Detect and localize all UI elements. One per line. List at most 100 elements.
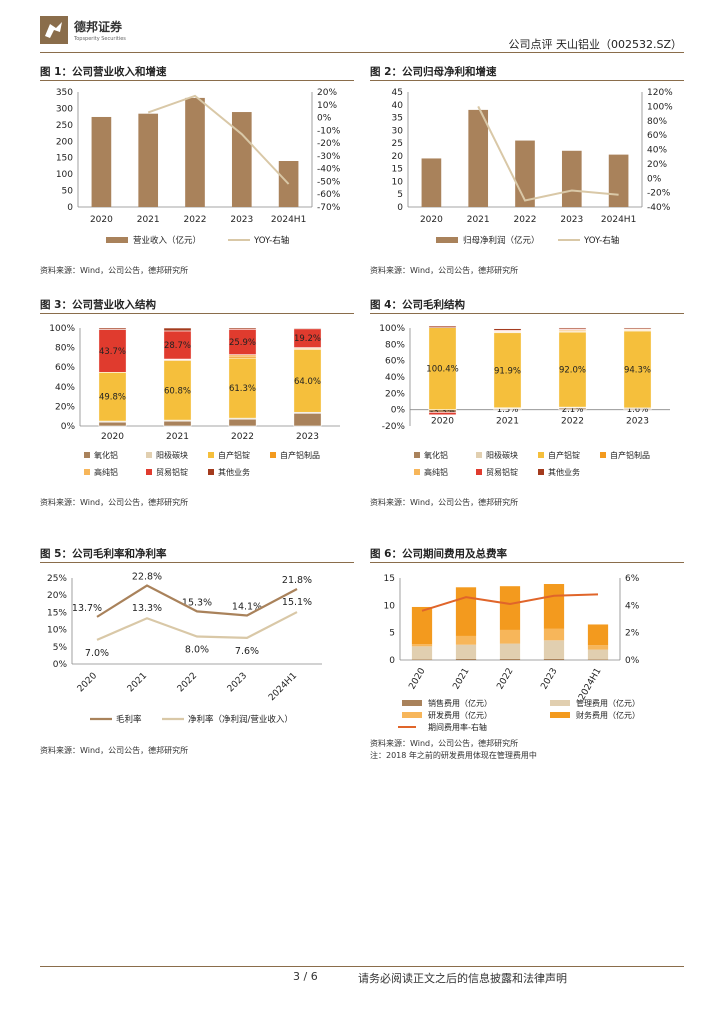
y2-tick-label: 6% bbox=[625, 574, 640, 584]
y2-tick-label: -60% bbox=[317, 190, 341, 200]
legend-swatch bbox=[476, 469, 482, 475]
x-tick-label: 2022 bbox=[495, 667, 515, 692]
y2-tick-label: 4% bbox=[625, 601, 640, 611]
stack-segment bbox=[163, 327, 192, 332]
y-tick-label: 100% bbox=[379, 324, 405, 334]
y2-tick-label: 40% bbox=[647, 146, 667, 156]
legend-swatch bbox=[208, 469, 214, 475]
y-tick-label: 60% bbox=[385, 357, 405, 367]
x-tick-label: 2021 bbox=[496, 417, 519, 427]
x-tick-label: 2021 bbox=[467, 215, 490, 225]
figure-3-rule bbox=[40, 313, 354, 314]
y2-tick-label: -20% bbox=[317, 139, 341, 149]
x-tick-label: 2022 bbox=[176, 671, 199, 694]
stack-segment bbox=[543, 628, 565, 641]
x-tick-label: 2021 bbox=[126, 671, 149, 694]
figure-5-rule bbox=[40, 562, 354, 563]
legend-label: 阳极碳块 bbox=[486, 450, 518, 460]
stack-segment bbox=[98, 327, 127, 330]
yoy-line bbox=[477, 105, 619, 202]
y-tick-label: 20% bbox=[385, 389, 405, 399]
chart-1: 0 50 100 150 200 250 300 350 20% 10% 0% -10% -20% -30… bbox=[40, 84, 360, 259]
data-label: 8.0% bbox=[185, 644, 209, 655]
y2-tick-label: -40% bbox=[647, 203, 671, 213]
footer-disclaimer: 请务必阅读正文之后的信息披露和法律声明 bbox=[358, 972, 567, 985]
y-tick-label: 0 bbox=[67, 203, 73, 213]
legend-swatch bbox=[538, 452, 544, 458]
figure-4-rule bbox=[370, 313, 684, 314]
y2-tick-label: 60% bbox=[647, 131, 667, 141]
company-logo-icon bbox=[40, 16, 68, 44]
y-tick-label: 0% bbox=[61, 422, 76, 432]
y2-tick-label: -20% bbox=[647, 189, 671, 199]
stack-segment bbox=[587, 659, 609, 660]
stack-segment bbox=[428, 412, 457, 416]
stack-segment bbox=[587, 649, 609, 660]
figure-1-rule bbox=[40, 80, 354, 81]
y-tick-label: 0% bbox=[53, 660, 68, 670]
y-tick-label: 250 bbox=[56, 121, 73, 131]
legend-label: 自产铝锭 bbox=[548, 450, 580, 460]
y-tick-label: 50 bbox=[62, 187, 74, 197]
y-tick-label: 40% bbox=[55, 383, 75, 393]
data-label: 91.9% bbox=[494, 366, 521, 376]
stack-segment bbox=[543, 584, 565, 629]
x-tick-label: 2020 bbox=[101, 432, 124, 442]
legend-label: 其他业务 bbox=[548, 467, 580, 477]
stack-segment bbox=[293, 349, 322, 413]
y-tick-label: 40% bbox=[385, 373, 405, 383]
data-label: 15.3% bbox=[182, 597, 212, 608]
footer-rule bbox=[40, 966, 684, 967]
x-tick-label: 2023 bbox=[539, 667, 559, 692]
y-tick-label: 80% bbox=[55, 344, 75, 354]
legend-label: 阳极碳块 bbox=[156, 450, 188, 460]
stack-segment bbox=[411, 659, 433, 660]
x-tick-label: 2020 bbox=[420, 215, 443, 225]
figure-6-title: 图 6：公司期间费用及总费率 bbox=[370, 548, 507, 560]
stack-segment bbox=[228, 328, 257, 355]
y-tick-label: 20% bbox=[47, 591, 67, 601]
series-line bbox=[96, 584, 298, 618]
figure-2-source: 资料来源：Wind，公司公告，德邦研究所 bbox=[370, 266, 519, 275]
report-header-title: 公司点评 天山铝业（002532.SZ） bbox=[508, 38, 682, 51]
y-tick-label: 40 bbox=[392, 101, 404, 111]
stack-segment bbox=[499, 658, 521, 660]
data-label: -3.3% bbox=[430, 407, 455, 417]
legend-label: 财务费用（亿元） bbox=[576, 710, 640, 720]
y2-tick-label: 2% bbox=[625, 629, 640, 639]
data-label: 21.8% bbox=[282, 575, 312, 586]
x-tick-label: 2020 bbox=[431, 417, 454, 427]
data-label: 28.7% bbox=[164, 341, 191, 351]
legend-swatch bbox=[270, 452, 276, 458]
y-tick-label: 100% bbox=[49, 324, 75, 334]
stack-segment bbox=[163, 330, 192, 360]
legend-label: 其他业务 bbox=[218, 467, 250, 477]
figure-3-source: 资料来源：Wind，公司公告，德邦研究所 bbox=[40, 498, 189, 507]
legend-label: 氧化铝 bbox=[424, 450, 448, 460]
legend-label: 营业收入（亿元） bbox=[133, 235, 201, 246]
y-tick-label: 30 bbox=[392, 126, 404, 136]
stack-segment bbox=[493, 328, 522, 331]
y-tick-label: 45 bbox=[392, 88, 403, 98]
y-tick-label: 25% bbox=[47, 574, 67, 584]
y-tick-label: 5 bbox=[389, 629, 395, 639]
x-tick-label: 2024H1 bbox=[601, 215, 636, 225]
legend-swatch bbox=[600, 452, 606, 458]
figure-1-title: 图 1：公司营业收入和增速 bbox=[40, 66, 167, 78]
x-tick-label: 2022 bbox=[231, 432, 254, 442]
y2-tick-label: -30% bbox=[317, 152, 341, 162]
stack-segment bbox=[543, 640, 565, 659]
data-label: 100.4% bbox=[426, 365, 458, 375]
bar bbox=[138, 113, 159, 207]
x-tick-label: 2023 bbox=[226, 671, 249, 694]
x-tick-label: 2024H1 bbox=[271, 215, 306, 225]
stack-segment bbox=[98, 421, 127, 427]
data-label: 1.3% bbox=[497, 405, 519, 415]
y-tick-label: 25 bbox=[392, 139, 403, 149]
legend-label: 贸易铝锭 bbox=[156, 467, 188, 477]
legend-label: 贸易铝锭 bbox=[486, 467, 518, 477]
y-tick-label: 200 bbox=[56, 137, 73, 147]
x-tick-label: 2023 bbox=[296, 432, 319, 442]
y2-tick-label: -50% bbox=[317, 177, 341, 187]
yoy-line bbox=[147, 94, 290, 185]
